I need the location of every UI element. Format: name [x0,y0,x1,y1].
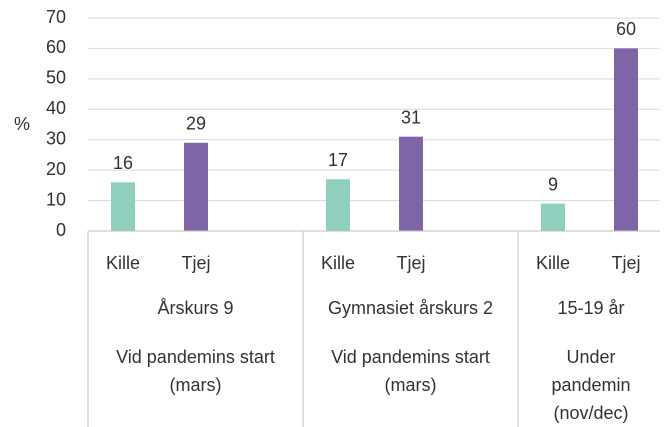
period-label: Vid pandemins start (mars) [116,347,275,395]
sub-category-label: Tjej [396,253,425,273]
sub-category-label: Tjej [611,253,640,273]
y-axis-label: % [14,114,30,134]
period-label: Under pandemin (nov/dec) [551,347,631,423]
bar [326,179,350,231]
category-label: Gymnasiet årskurs 2 [328,298,493,318]
y-tick-label: 30 [46,128,66,148]
data-label: 60 [616,19,636,39]
sub-category-label: Kille [321,253,355,273]
category-label: 15-19 år [557,298,624,318]
bar [541,203,565,231]
sub-category-label: Kille [106,253,140,273]
sub-category-label: Tjej [181,253,210,273]
data-label: 31 [401,107,421,127]
y-tick-label: 60 [46,37,66,57]
y-tick-label: 10 [46,189,66,209]
data-label: 29 [186,114,206,134]
data-label: 9 [548,174,558,194]
y-tick-label: 0 [56,220,66,240]
category-label: Årskurs 9 [157,298,233,318]
data-label: 16 [113,153,133,173]
bar [399,136,423,231]
period-label: Vid pandemins start (mars) [331,347,490,395]
data-label: 17 [328,150,348,170]
y-tick-label: 20 [46,159,66,179]
bar [184,142,208,231]
bar [614,48,638,231]
y-tick-label: 50 [46,68,66,88]
bar [111,182,135,231]
y-tick-label: 70 [46,7,66,27]
sub-category-label: Kille [536,253,570,273]
y-tick-label: 40 [46,98,66,118]
